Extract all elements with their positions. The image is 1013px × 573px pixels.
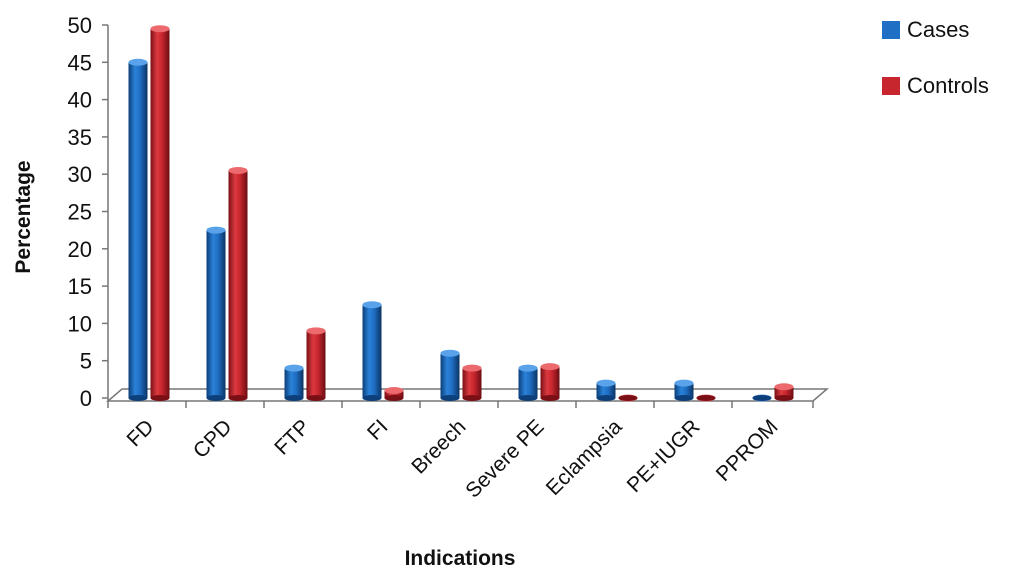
bar-controls xyxy=(384,387,404,401)
bar-controls-base xyxy=(618,395,638,401)
bar-controls-base xyxy=(384,395,404,401)
bar-cases xyxy=(518,364,538,401)
y-tick-label: 5 xyxy=(80,349,92,374)
bar-cases-body xyxy=(362,304,382,398)
bar-controls-body xyxy=(384,390,404,398)
bar-cases-top xyxy=(128,58,148,66)
x-category-label: FD xyxy=(122,415,158,451)
x-category-label: CPD xyxy=(189,415,237,463)
x-category-label: PE+IUGR xyxy=(623,415,705,497)
legend-label-controls: Controls xyxy=(907,73,989,98)
bar-controls-body xyxy=(150,28,170,398)
bar-cases-body xyxy=(596,383,616,398)
bar-cases-base xyxy=(440,395,460,401)
y-tick-label: 40 xyxy=(68,88,92,113)
bar-controls-top xyxy=(540,363,560,371)
y-tick-label: 20 xyxy=(68,237,92,262)
bar-controls-base xyxy=(228,395,248,401)
bar-cases-base xyxy=(752,395,772,401)
bar-cases-body xyxy=(440,353,460,398)
bar-cases-top xyxy=(674,379,694,387)
bar-cases xyxy=(674,379,694,401)
y-tick-label: 10 xyxy=(68,311,92,336)
y-tick-label: 45 xyxy=(68,50,92,75)
bar-cases-body xyxy=(206,230,226,398)
bar-controls xyxy=(228,166,248,401)
bar-cases-top xyxy=(440,349,460,357)
bar-controls-body xyxy=(540,366,560,398)
bar-cases-body xyxy=(674,383,694,398)
y-axis-ticks: 0 5 10 15 20 25 30 35 40 45 50 xyxy=(68,13,108,411)
bar-controls-base xyxy=(540,395,560,401)
bar-cases-base xyxy=(518,395,538,401)
y-tick-label: 25 xyxy=(68,200,92,225)
y-tick-label: 50 xyxy=(68,13,92,38)
bar-controls xyxy=(618,394,638,402)
bar-cases-base xyxy=(206,395,226,401)
bar-cases-top xyxy=(518,364,538,372)
bar-cases-body xyxy=(518,368,538,398)
bar-controls xyxy=(540,363,560,401)
bar-controls xyxy=(696,394,716,402)
bar-controls-top xyxy=(228,166,248,174)
bar-cases-base xyxy=(128,395,148,401)
y-axis-title: Percentage xyxy=(12,160,35,273)
bar-cases xyxy=(284,364,304,401)
y-tick-label: 15 xyxy=(68,274,92,299)
bar-controls xyxy=(774,383,794,401)
x-category-label: Eclampsia xyxy=(542,415,627,500)
bar-cases-top xyxy=(284,364,304,372)
bar-cases-base xyxy=(596,395,616,401)
legend-swatch-cases xyxy=(882,21,900,39)
bar-controls-base xyxy=(150,395,170,401)
bar-cases-body xyxy=(284,368,304,398)
bar-controls-top xyxy=(384,387,404,395)
bar-controls-base xyxy=(306,395,326,401)
y-tick-label: 35 xyxy=(68,125,92,150)
x-category-label: Severe PE xyxy=(461,415,548,502)
y-tick-label: 30 xyxy=(68,162,92,187)
bar-cases-body xyxy=(128,62,148,399)
legend-label-cases: Cases xyxy=(907,17,969,42)
bar-controls-top xyxy=(306,327,326,335)
x-category-label: Breech xyxy=(407,415,470,478)
bar-controls-top xyxy=(774,383,794,391)
x-axis-title: Indications xyxy=(405,547,516,570)
legend-swatch-controls xyxy=(882,77,900,95)
y-tick-label: 0 xyxy=(80,386,92,411)
bar-cases-base xyxy=(674,395,694,401)
bar-controls-body xyxy=(774,386,794,398)
bar-cases-base xyxy=(362,395,382,401)
bar-cases-top xyxy=(596,379,616,387)
bar-cases xyxy=(206,226,226,401)
bar-controls-body xyxy=(306,330,326,398)
bar-controls-base xyxy=(774,395,794,401)
bar-cases-base xyxy=(284,395,304,401)
bar-cases-top xyxy=(206,226,226,234)
bar-controls-top xyxy=(462,364,482,372)
bar-controls xyxy=(462,364,482,401)
bar-controls-base xyxy=(462,395,482,401)
x-category-label: FTP xyxy=(270,415,314,459)
bar-cases xyxy=(440,349,460,401)
bar-cases xyxy=(752,394,772,402)
bar-controls-top xyxy=(150,25,170,33)
bar-cases-top xyxy=(362,301,382,309)
bar-controls-body xyxy=(462,368,482,398)
legend: Cases Controls xyxy=(882,17,989,98)
bar-cases xyxy=(362,301,382,401)
bar-controls xyxy=(306,327,326,401)
bar-controls xyxy=(150,25,170,401)
x-category-label: FI xyxy=(363,415,392,444)
bar-controls-body xyxy=(228,170,248,398)
bar-cases xyxy=(596,379,616,401)
bar-cases xyxy=(128,58,148,401)
x-category-label: PPROM xyxy=(712,415,783,486)
bar-controls-base xyxy=(696,395,716,401)
bar-series xyxy=(128,25,794,402)
